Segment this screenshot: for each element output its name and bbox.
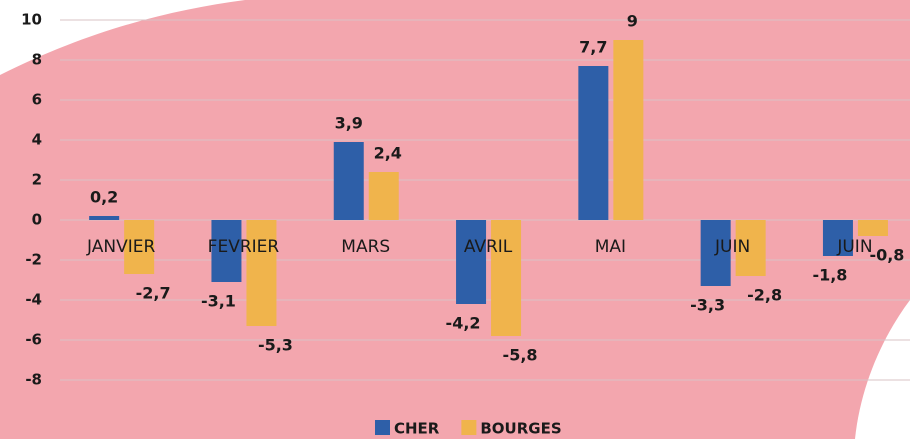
x-tick-label: FEVRIER <box>208 237 280 257</box>
value-label: 9 <box>627 12 638 31</box>
value-label: -5,8 <box>503 346 538 365</box>
x-tick-label: AVRIL <box>464 237 513 257</box>
value-label: 7,7 <box>579 38 607 57</box>
y-tick-label: 4 <box>32 131 42 149</box>
y-tick-label: -8 <box>25 371 42 389</box>
bar <box>246 220 276 326</box>
y-tick-label: -4 <box>25 291 42 309</box>
value-label: -3,3 <box>690 296 725 315</box>
x-tick-label: JUIN <box>836 237 872 257</box>
x-tick-label: MARS <box>341 237 390 257</box>
y-tick-label: 2 <box>32 171 42 189</box>
value-label: 2,4 <box>374 144 402 163</box>
value-label: -2,8 <box>747 286 782 305</box>
y-tick-label: 10 <box>21 11 42 29</box>
legend-swatch <box>461 420 476 435</box>
legend-label: BOURGES <box>480 420 561 438</box>
value-label: 3,9 <box>335 114 363 133</box>
value-label: -2,7 <box>136 284 171 303</box>
legend-swatch <box>375 420 390 435</box>
value-label: -1,8 <box>812 266 847 285</box>
bar <box>858 220 888 236</box>
bar <box>613 40 643 220</box>
value-label: -5,3 <box>258 336 293 355</box>
value-label: -3,1 <box>201 292 236 311</box>
bar <box>369 172 399 220</box>
bar <box>456 220 486 304</box>
y-tick-label: -2 <box>25 251 42 269</box>
x-tick-label: JANVIER <box>86 237 155 257</box>
bar <box>334 142 364 220</box>
x-tick-label: JUIN <box>714 237 750 257</box>
y-tick-label: -6 <box>25 331 42 349</box>
value-label: 0,2 <box>90 188 118 207</box>
value-label: -4,2 <box>446 314 481 333</box>
y-tick-label: 0 <box>32 211 42 229</box>
legend-label: CHER <box>394 420 440 438</box>
chart: -8 -6 -4 -2 0 2 4 6 8 10 0,2 -2,7 JANVIER -3,1 -5,3 FEV… <box>0 0 910 439</box>
y-tick-label: 6 <box>32 91 42 109</box>
bar <box>89 216 119 220</box>
value-label: -0,8 <box>869 246 904 265</box>
y-tick-label: 8 <box>32 51 42 69</box>
x-tick-label: MAI <box>595 237 626 257</box>
bar <box>578 66 608 220</box>
